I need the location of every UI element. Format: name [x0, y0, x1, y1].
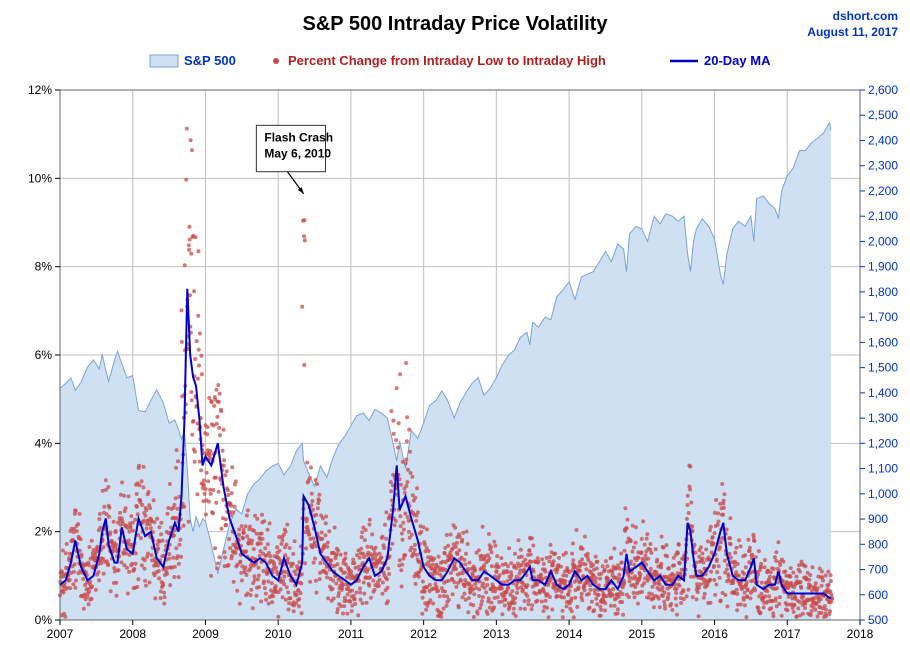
yright-tick-label: 1,700	[868, 310, 898, 324]
x-tick-label: 2007	[47, 627, 74, 641]
yright-tick-label: 2,400	[868, 133, 898, 147]
yright-tick-label: 2,600	[868, 83, 898, 97]
x-tick-label: 2008	[119, 627, 146, 641]
yright-tick-label: 1,900	[868, 260, 898, 274]
yright-tick-label: 1,000	[868, 487, 898, 501]
volatility-chart: S&P 500 Intraday Price Volatility dshort.…	[0, 0, 910, 661]
yleft-tick-label: 6%	[35, 348, 53, 362]
yright-tick-label: 500	[868, 613, 888, 627]
yright-tick-label: 2,100	[868, 209, 898, 223]
yright-tick-label: 2,300	[868, 159, 898, 173]
x-tick-label: 2012	[410, 627, 437, 641]
x-tick-label: 2013	[483, 627, 510, 641]
yright-tick-label: 700	[868, 563, 888, 577]
yleft-tick-label: 0%	[35, 613, 53, 627]
x-tick-label: 2018	[847, 627, 874, 641]
yright-tick-label: 600	[868, 588, 888, 602]
yleft-tick-label: 8%	[35, 260, 53, 274]
x-tick-label: 2014	[556, 627, 583, 641]
source-line2: August 11, 2017	[807, 25, 898, 39]
legend-pctchange: Percent Change from Intraday Low to Intr…	[288, 53, 606, 68]
x-tick-label: 2016	[701, 627, 728, 641]
yright-tick-label: 900	[868, 512, 888, 526]
yright-tick-label: 800	[868, 537, 888, 551]
yright-tick-label: 1,800	[868, 285, 898, 299]
yright-tick-label: 1,500	[868, 361, 898, 375]
x-tick-label: 2017	[774, 627, 801, 641]
annotation-line2: May 6, 2010	[264, 146, 331, 160]
chart-title: S&P 500 Intraday Price Volatility	[303, 13, 609, 35]
legend-sp500: S&P 500	[184, 53, 236, 68]
x-tick-label: 2015	[628, 627, 655, 641]
yright-tick-label: 2,200	[868, 184, 898, 198]
yleft-tick-label: 2%	[35, 525, 53, 539]
yright-tick-label: 1,100	[868, 462, 898, 476]
legend-ma20: 20-Day MA	[704, 53, 771, 68]
x-tick-label: 2010	[265, 627, 292, 641]
yright-tick-label: 2,000	[868, 234, 898, 248]
yright-tick-label: 1,300	[868, 411, 898, 425]
yright-tick-label: 1,200	[868, 436, 898, 450]
yleft-tick-label: 4%	[35, 436, 53, 450]
source-line1: dshort.com	[833, 9, 898, 23]
x-tick-label: 2011	[338, 627, 364, 641]
yright-tick-label: 2,500	[868, 108, 898, 122]
yright-tick-label: 1,600	[868, 335, 898, 349]
yleft-tick-label: 12%	[28, 83, 52, 97]
x-tick-label: 2009	[192, 627, 219, 641]
yright-tick-label: 1,400	[868, 386, 898, 400]
yleft-tick-label: 10%	[28, 171, 52, 185]
annotation-line1: Flash Crash	[264, 130, 333, 144]
